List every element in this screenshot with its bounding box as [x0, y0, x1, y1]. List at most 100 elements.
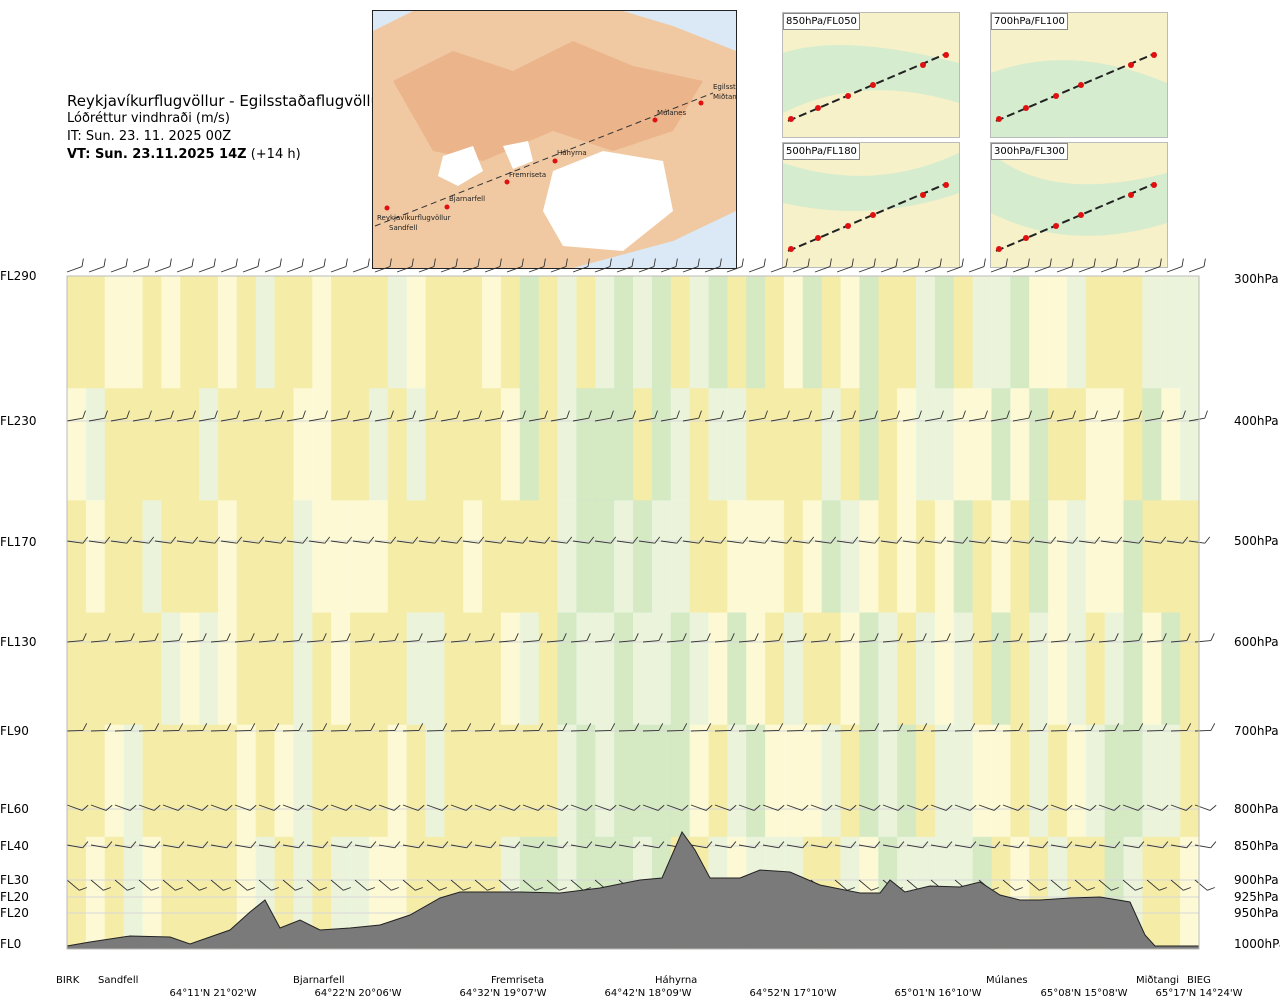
field-cell [500, 276, 521, 389]
location-label: Fremriseta [491, 975, 545, 986]
wind-barb [474, 633, 495, 643]
field-cell [1010, 276, 1030, 389]
wind-barb [234, 633, 255, 643]
wind-barb [210, 879, 231, 891]
wind-barb [882, 723, 904, 732]
field-cell [123, 612, 144, 726]
field-cell [312, 276, 332, 389]
mini-map-label: 850hPa/FL050 [783, 13, 860, 30]
wind-barb [354, 723, 376, 732]
wind-barb [1170, 633, 1191, 643]
wind-barb [748, 258, 766, 273]
fl-label: FL230 [0, 414, 37, 428]
field-cell [953, 388, 974, 501]
wind-barb [90, 804, 113, 811]
wind-barb [660, 536, 683, 544]
field-cell [255, 388, 276, 501]
wind-barb [402, 633, 423, 643]
field-cell [406, 276, 427, 389]
field-cell [557, 388, 577, 501]
wind-barb [642, 633, 663, 643]
wind-barb [810, 804, 833, 811]
field-cell [350, 276, 370, 389]
field-cell [482, 500, 502, 614]
wind-barb [546, 804, 569, 811]
wind-barb [176, 258, 194, 273]
wind-barb [762, 633, 783, 643]
field-cell [67, 388, 87, 501]
field-cell [1142, 276, 1162, 389]
wind-barb [738, 841, 761, 849]
field-cell [934, 500, 955, 614]
wind-barb [378, 804, 401, 811]
field-cell [217, 388, 238, 501]
field-cell [651, 724, 672, 838]
wind-barb [1050, 879, 1071, 891]
coordinate-label: 65°01'N 16°10'W [894, 988, 982, 999]
wind-barb [738, 633, 759, 643]
field-cell [576, 612, 596, 726]
field-cell [746, 612, 766, 726]
field-cell [953, 276, 974, 389]
field-cell [104, 276, 125, 389]
wind-barb [402, 841, 425, 849]
field-cell [1161, 612, 1181, 726]
wind-barb [1194, 633, 1215, 643]
field-cell [953, 724, 974, 838]
field-cell [444, 388, 464, 501]
field-cell [765, 724, 785, 838]
wind-barb [1098, 841, 1121, 849]
field-cell [1104, 276, 1125, 389]
wind-barb [498, 633, 519, 643]
field-cell [1048, 724, 1068, 838]
field-cell [1161, 836, 1181, 950]
wind-barb [374, 258, 392, 273]
field-cell [670, 500, 691, 614]
field-cell [500, 724, 521, 838]
wind-barb [242, 258, 260, 273]
wind-barb [110, 258, 128, 273]
mini-map-svg [991, 143, 1167, 267]
wind-barb [162, 841, 185, 849]
field-cell [972, 612, 993, 726]
field-cell [67, 836, 87, 950]
field-cell [595, 388, 615, 501]
wind-barb [594, 633, 615, 643]
wind-barb [810, 841, 833, 849]
wind-barb [1034, 258, 1052, 273]
field-cell [878, 612, 898, 726]
field-cell [142, 276, 162, 389]
wind-barb [1100, 536, 1123, 544]
field-cell [85, 500, 106, 614]
wind-barb [906, 841, 929, 849]
field-cell [85, 836, 106, 950]
wind-barb [220, 410, 240, 422]
wind-barb [978, 633, 999, 643]
field-cell [1010, 612, 1030, 726]
field-cell [236, 276, 257, 389]
wind-barb [930, 723, 952, 732]
wind-barb [946, 258, 964, 273]
field-cell [595, 500, 615, 614]
field-cell [1048, 612, 1068, 726]
wind-barb [1026, 841, 1049, 849]
wind-barb [234, 879, 255, 891]
field-cell [783, 388, 804, 501]
field-cell [746, 724, 766, 838]
wind-barb [1012, 536, 1035, 544]
wind-barb [726, 410, 746, 422]
wind-barb [66, 804, 89, 811]
wind-barb [1074, 879, 1095, 891]
wind-barb [572, 410, 592, 422]
field-cell [991, 276, 1011, 389]
wind-barb [330, 258, 348, 273]
field-cell [991, 612, 1011, 726]
field-cell [859, 388, 879, 501]
field-cell [783, 724, 804, 838]
coordinate-label: 64°42'N 18°09'W [604, 988, 692, 999]
field-cell [350, 612, 370, 726]
wind-barb [90, 633, 111, 643]
wind-barb [1026, 633, 1047, 643]
wind-barb [762, 841, 785, 849]
wind-barb [1074, 633, 1095, 643]
